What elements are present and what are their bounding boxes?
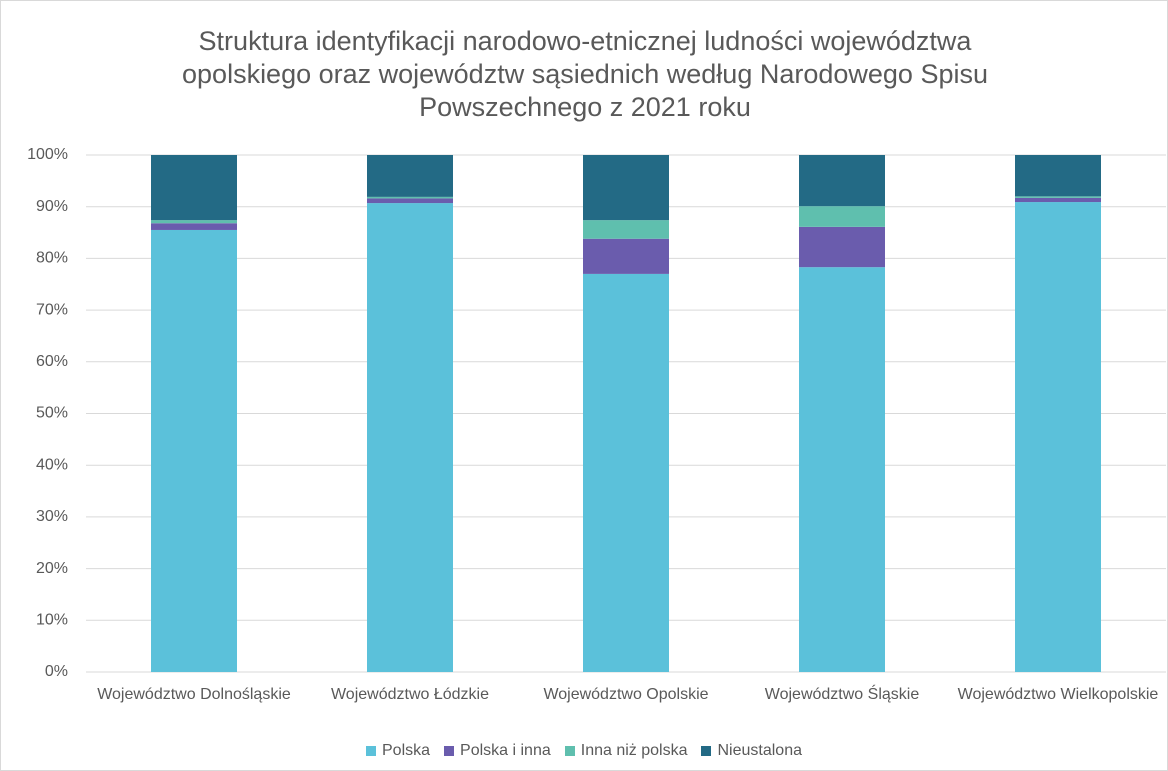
bar-segment [799, 226, 885, 268]
y-tick-label: 70% [36, 301, 68, 318]
bar-segment [367, 196, 453, 199]
y-tick-label: 40% [36, 456, 68, 473]
bar-segment [583, 220, 669, 239]
x-tick-label: Województwo Wielkopolskie [957, 686, 1159, 703]
x-tick-label: Województwo Opolskie [543, 686, 709, 703]
legend-item: Polska i inna [444, 742, 551, 760]
bar-segment [367, 198, 453, 204]
y-tick-label: 30% [36, 508, 68, 525]
bar-segment [1015, 155, 1101, 197]
bar-segment [367, 203, 453, 672]
legend: Polska Polska i inna Inna niż polska Nieust… [1, 742, 1167, 760]
legend-item: Nieustalona [701, 742, 802, 760]
legend-item: Inna niż polska [564, 742, 688, 760]
bar-segment [799, 206, 885, 227]
bar-segment [799, 155, 885, 207]
bar-segment [151, 155, 237, 221]
bar-segment [367, 155, 453, 197]
y-tick-label: 100% [27, 146, 68, 163]
legend-swatch [366, 746, 376, 756]
y-tick-label: 10% [36, 612, 68, 629]
bar-segment [583, 238, 669, 274]
legend-label: Nieustalona [717, 742, 802, 759]
bar-segment [1015, 202, 1101, 672]
legend-label: Polska [382, 742, 431, 759]
legend-swatch [564, 746, 575, 756]
legend-label: Inna niż polska [580, 742, 688, 759]
y-tick-label: 90% [36, 198, 68, 215]
bar-segment [583, 273, 669, 672]
legend-item: Polska [366, 742, 430, 760]
y-tick-label: 50% [36, 405, 68, 422]
bar-segment [1015, 197, 1101, 203]
x-tick-label: Województwo Dolnośląskie [97, 686, 291, 703]
bar-segment [799, 267, 885, 672]
bar-segment [1015, 196, 1101, 198]
x-tick-label: Województwo Śląskie [764, 686, 920, 703]
chart-title: Struktura identyfikacji narodowo-etniczn… [182, 26, 988, 122]
y-tick-label: 80% [36, 250, 68, 267]
bar-segment [151, 220, 237, 224]
y-tick-label: 20% [36, 560, 68, 577]
y-tick-label: 60% [36, 353, 68, 370]
y-tick-label: 0% [45, 663, 68, 680]
bar-segment [151, 223, 237, 230]
legend-swatch [701, 746, 712, 756]
bar-segment [151, 229, 237, 672]
legend-label: Polska i inna [460, 742, 551, 759]
legend-swatch [444, 746, 455, 756]
x-tick-label: Województwo Łódzkie [330, 686, 489, 703]
bar-segment [583, 155, 669, 221]
